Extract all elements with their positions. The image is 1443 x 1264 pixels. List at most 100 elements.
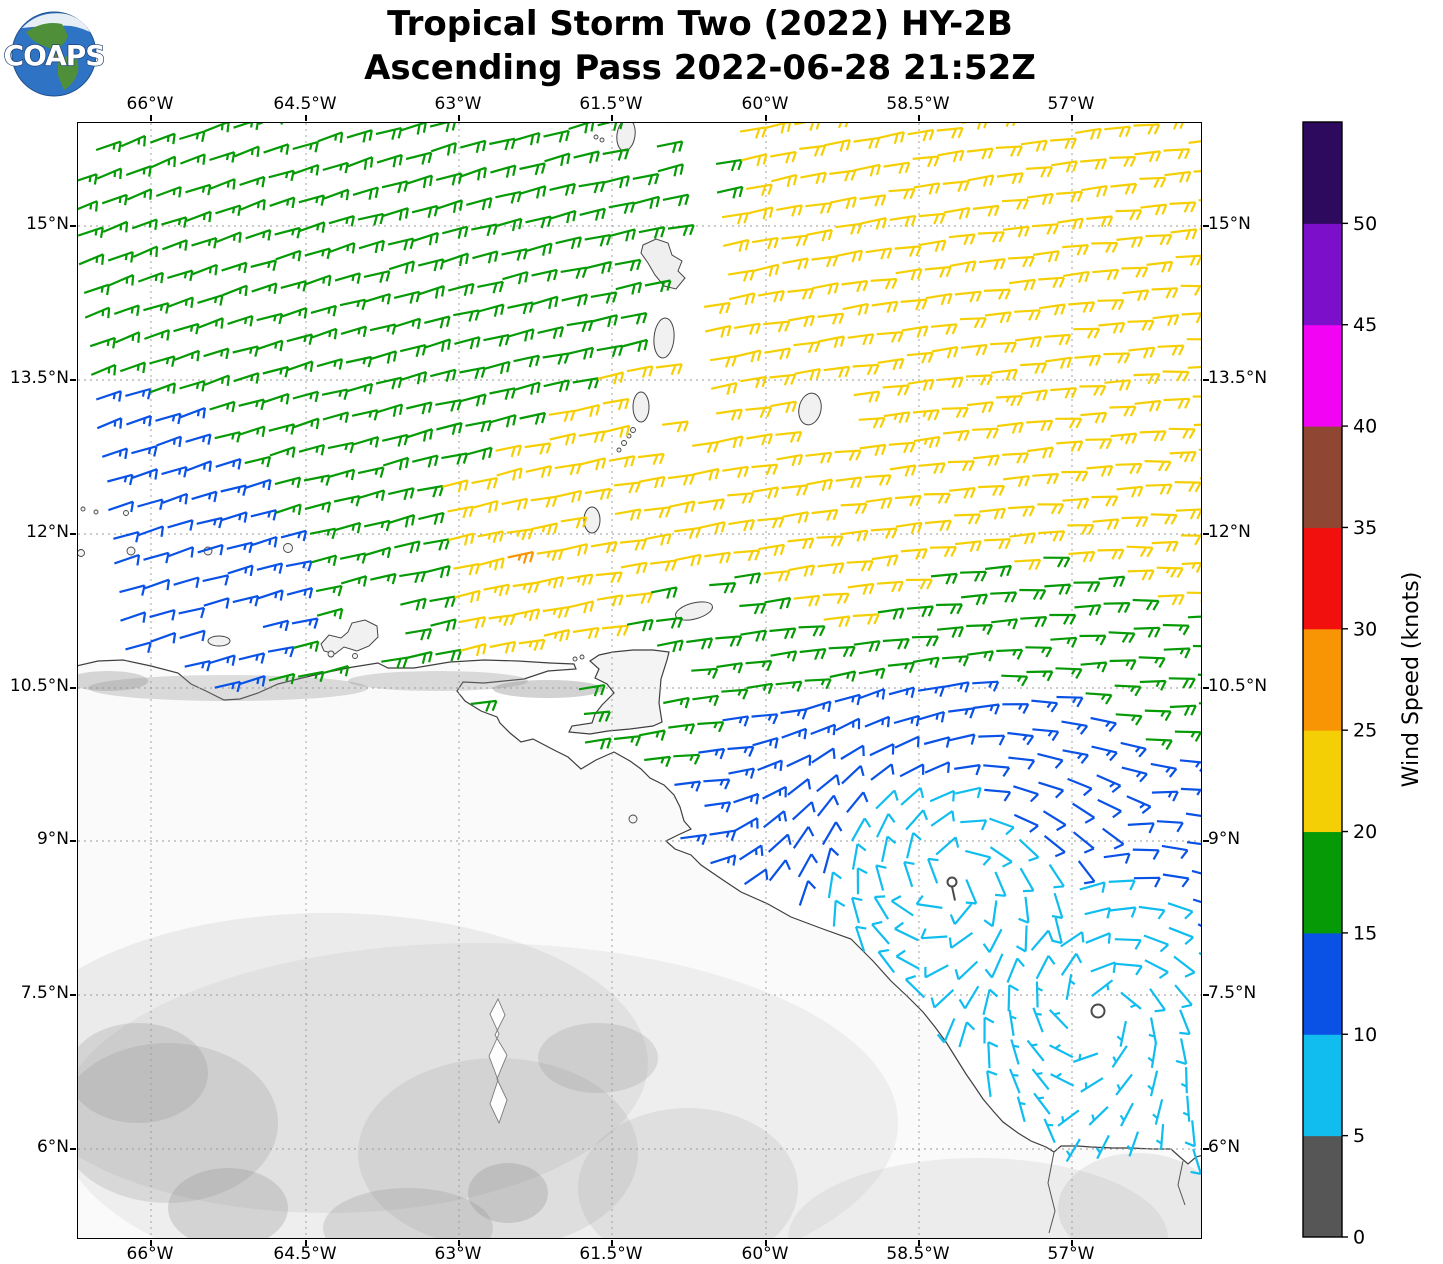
colorbar-ticks: 0 5 10 15 20 25 30 35 40 45 50 <box>1342 213 1377 1249</box>
barbados-island <box>798 392 822 426</box>
x-axis-label-bottom: 58.5°W <box>886 1244 950 1264</box>
colorbar-tick-label: 45 <box>1353 314 1377 336</box>
st-vincent-island <box>632 391 650 423</box>
terrain-patch <box>538 1023 658 1093</box>
terrain-patch <box>788 1158 1168 1238</box>
logo-text: COAPS <box>4 39 104 72</box>
colorbar-tick-label: 0 <box>1353 1227 1365 1249</box>
coaps-logo: COAPS <box>4 11 104 97</box>
x-axis-label-top: 61.5°W <box>579 94 643 114</box>
chart-title-line1: Tropical Storm Two (2022) HY-2B <box>387 4 1013 44</box>
axis-tick <box>611 1239 613 1246</box>
terrain-patch <box>493 680 603 698</box>
dominica-island <box>616 123 636 152</box>
axis-tick <box>70 225 76 227</box>
logo-north-america <box>26 23 68 50</box>
tobago-island <box>675 601 713 621</box>
terrain-patch <box>323 1188 493 1238</box>
axis-tick <box>765 1239 767 1246</box>
calm-circle-icon <box>946 876 958 888</box>
terrain-patch <box>78 1023 208 1123</box>
terrain-patch <box>578 1108 798 1238</box>
islet <box>621 440 627 446</box>
trinidad-island <box>568 649 670 735</box>
axis-tick <box>458 1239 460 1246</box>
margarita-island <box>320 619 379 655</box>
axis-tick <box>458 115 460 121</box>
axis-tick <box>918 1239 920 1246</box>
chart-title-line2: Ascending Pass 2022-06-28 21:52Z <box>364 48 1036 88</box>
terrain-patch <box>78 671 148 691</box>
x-axis-label-top: 63°W <box>434 94 482 114</box>
logo-snow-cap <box>22 13 90 32</box>
y-axis-label-right: 7.5°N <box>1208 983 1257 1003</box>
islet <box>80 506 86 512</box>
logo-central-america <box>50 50 60 62</box>
terrain-patch <box>78 913 648 1213</box>
colorbar-segment <box>1303 628 1342 731</box>
islet <box>628 814 638 824</box>
islet <box>630 427 636 433</box>
colorbar-segment <box>1303 932 1342 1035</box>
islet <box>352 653 358 659</box>
y-axis-label-right: 6°N <box>1208 1137 1241 1157</box>
y-axis-label-left: 7.5°N <box>20 983 69 1003</box>
axis-tick <box>305 115 307 121</box>
islet <box>123 510 129 516</box>
map-panel <box>77 122 1202 1239</box>
colorbar-segment <box>1303 324 1342 427</box>
islet <box>93 509 99 515</box>
colorbar-segment <box>1303 223 1342 326</box>
colorbar-tick-label: 35 <box>1353 517 1377 539</box>
colorbar-segment <box>1303 1135 1342 1238</box>
axis-tick <box>70 533 76 535</box>
colorbar-segment <box>1303 1034 1342 1137</box>
colorbar-tick-label: 25 <box>1353 720 1377 742</box>
axis-tick <box>150 1239 152 1246</box>
colorbar-segment <box>1303 426 1342 528</box>
st-lucia-island <box>653 317 675 359</box>
axis-tick <box>1202 687 1209 689</box>
colorbar-segment <box>1303 730 1342 833</box>
colorbar-tick-label: 50 <box>1353 213 1377 235</box>
wind-field-map <box>78 123 1201 1238</box>
colorbar-tick-label: 20 <box>1353 821 1377 843</box>
colorbar-frame <box>1302 121 1343 1238</box>
axis-tick <box>70 840 76 842</box>
axis-tick <box>70 687 76 689</box>
gridlines-layer <box>78 123 1201 1238</box>
x-axis-label-bottom: 64.5°W <box>273 1244 337 1264</box>
islet <box>78 549 85 557</box>
axis-tick <box>150 115 152 121</box>
x-axis-label-bottom: 60°W <box>741 1244 789 1264</box>
islet <box>327 650 335 658</box>
la-tortuga-island <box>207 635 231 647</box>
y-axis-label-left: 12°N <box>26 522 69 542</box>
mainland-south-america <box>78 659 1201 1238</box>
storm-center-markers <box>946 876 1106 1019</box>
colorbar-svg: 0 5 10 15 20 25 30 35 40 45 50 Wind Speed (knots) <box>1302 121 1424 1249</box>
islet <box>593 134 599 140</box>
x-axis-label-bottom: 63°W <box>434 1244 482 1264</box>
reservoir-outline <box>488 997 508 1125</box>
y-axis-label-left: 10.5°N <box>9 676 69 696</box>
logo-south-america <box>58 54 79 90</box>
axis-tick <box>611 115 613 121</box>
islet <box>599 137 605 143</box>
terrain-patch <box>168 1168 288 1238</box>
axis-tick <box>70 1148 76 1150</box>
axis-tick <box>765 115 767 121</box>
y-axis-label-left: 6°N <box>36 1137 69 1157</box>
axis-tick <box>1071 1239 1073 1246</box>
axis-tick <box>1071 115 1073 121</box>
islet <box>579 654 585 660</box>
colorbar-segment <box>1303 527 1342 630</box>
axis-tick <box>1202 840 1209 842</box>
colorbar-tick-label: 15 <box>1353 922 1377 944</box>
terrain-patch <box>468 1163 548 1223</box>
axis-tick <box>1202 533 1209 535</box>
colorbar-segments <box>1303 122 1342 1238</box>
islet <box>126 546 136 556</box>
calm-tail <box>951 886 956 901</box>
islet <box>616 447 622 453</box>
